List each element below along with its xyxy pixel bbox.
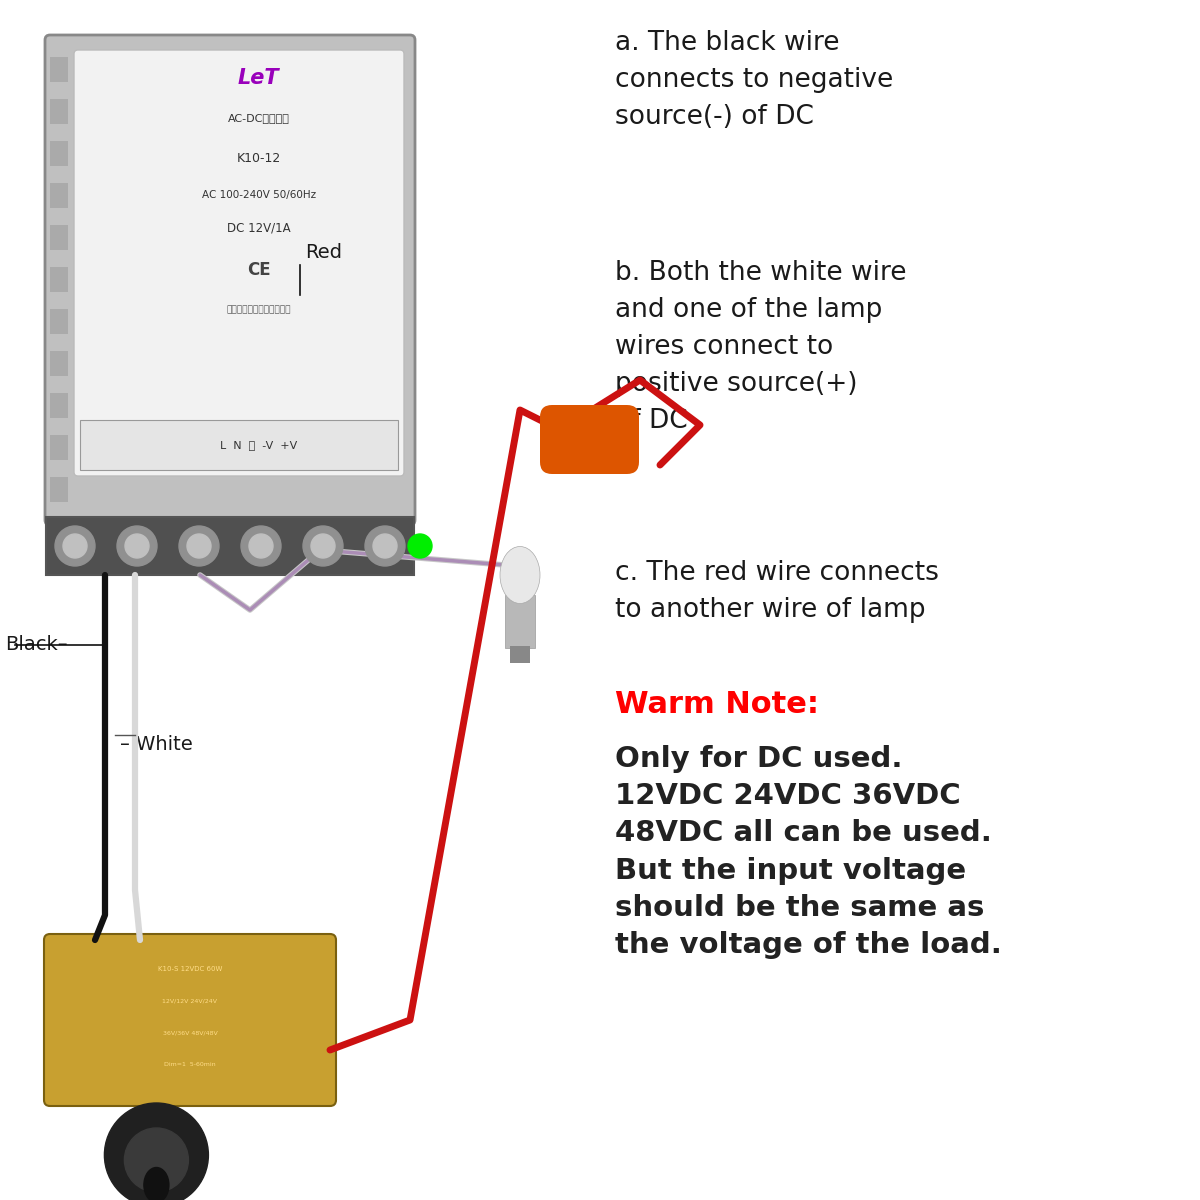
Bar xyxy=(50,182,68,208)
Ellipse shape xyxy=(500,546,540,604)
Bar xyxy=(80,420,398,470)
Bar xyxy=(50,308,68,334)
Text: AC-DC开关电源: AC-DC开关电源 xyxy=(228,113,289,122)
Text: 36V/36V 48V/48V: 36V/36V 48V/48V xyxy=(163,1031,217,1036)
Text: – White: – White xyxy=(120,736,193,755)
Circle shape xyxy=(125,534,149,558)
Bar xyxy=(50,56,68,82)
Circle shape xyxy=(104,1103,209,1200)
FancyBboxPatch shape xyxy=(46,35,415,526)
Text: Red: Red xyxy=(305,242,342,262)
Circle shape xyxy=(241,526,281,566)
FancyBboxPatch shape xyxy=(44,934,336,1106)
Circle shape xyxy=(187,534,211,558)
Text: K10-12: K10-12 xyxy=(236,151,281,164)
Text: LeT: LeT xyxy=(238,68,280,88)
Text: 12V/12V 24V/24V: 12V/12V 24V/24V xyxy=(162,998,217,1003)
Bar xyxy=(50,476,68,502)
Text: K10-S 12VDC 60W: K10-S 12VDC 60W xyxy=(158,966,222,972)
Text: a. The black wire
connects to negative
source(-) of DC: a. The black wire connects to negative s… xyxy=(616,30,893,130)
Bar xyxy=(50,266,68,292)
Circle shape xyxy=(311,534,335,558)
FancyBboxPatch shape xyxy=(74,50,404,476)
Text: DC 12V/1A: DC 12V/1A xyxy=(227,222,290,234)
Text: CE: CE xyxy=(247,260,271,278)
Text: Warm Note:: Warm Note: xyxy=(616,690,818,719)
Circle shape xyxy=(248,534,274,558)
Text: L  N  ⏚  -V  +V: L N ⏚ -V +V xyxy=(220,440,298,450)
Circle shape xyxy=(55,526,95,566)
Text: Dim=1  5-60min: Dim=1 5-60min xyxy=(164,1062,216,1067)
Circle shape xyxy=(64,534,88,558)
FancyBboxPatch shape xyxy=(540,406,640,474)
Text: AC 100-240V 50/60Hz: AC 100-240V 50/60Hz xyxy=(202,190,316,200)
Text: c. The red wire connects
to another wire of lamp: c. The red wire connects to another wire… xyxy=(616,560,938,623)
Circle shape xyxy=(373,534,397,558)
Circle shape xyxy=(118,526,157,566)
Bar xyxy=(510,646,530,662)
Circle shape xyxy=(179,526,220,566)
Text: Only for DC used.
12VDC 24VDC 36VDC
48VDC all can be used.
But the input voltage: Only for DC used. 12VDC 24VDC 36VDC 48VD… xyxy=(616,745,1002,959)
Text: Black–: Black– xyxy=(5,636,67,654)
Bar xyxy=(50,140,68,166)
Circle shape xyxy=(302,526,343,566)
Bar xyxy=(50,98,68,124)
Bar xyxy=(50,392,68,418)
Circle shape xyxy=(365,526,406,566)
Bar xyxy=(50,350,68,376)
Bar xyxy=(50,226,68,250)
Text: 厦门力通电源科技有限公司: 厦门力通电源科技有限公司 xyxy=(227,306,292,314)
Circle shape xyxy=(125,1128,188,1192)
Circle shape xyxy=(408,534,432,558)
Ellipse shape xyxy=(144,1168,169,1200)
Bar xyxy=(46,517,414,575)
Bar xyxy=(50,434,68,460)
Text: b. Both the white wire
and one of the lamp
wires connect to
positive source(+)
o: b. Both the white wire and one of the la… xyxy=(616,260,906,434)
Bar xyxy=(505,595,535,648)
